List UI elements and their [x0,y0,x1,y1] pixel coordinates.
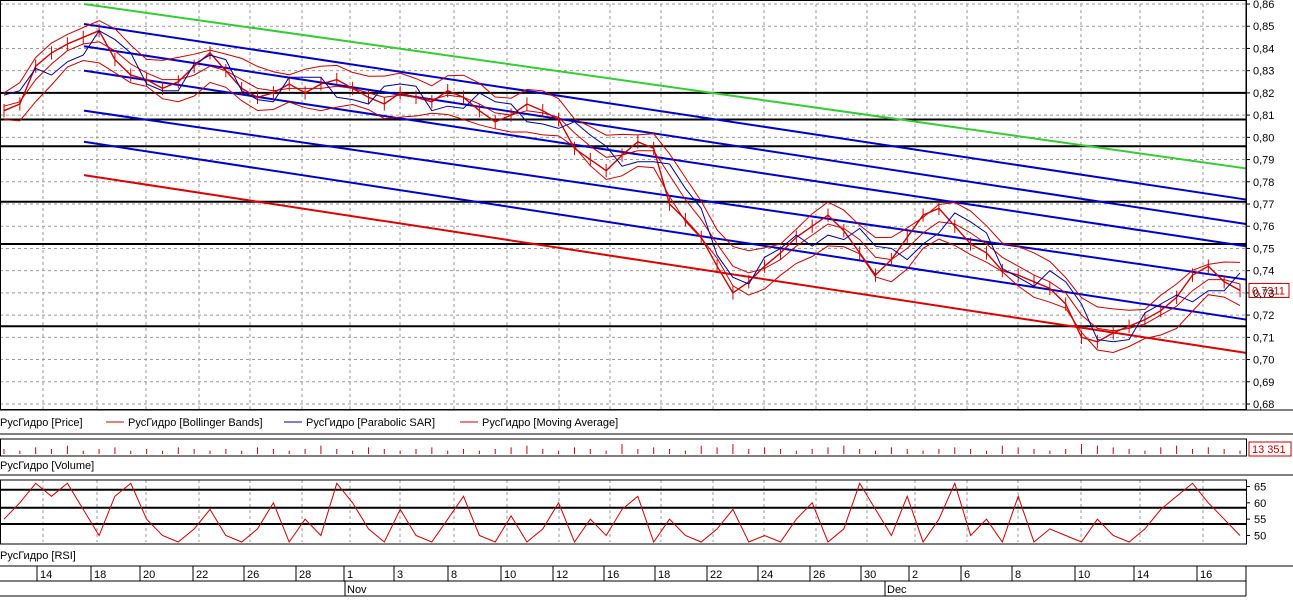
moving-average-line [3,41,1241,332]
volume-legend: РусГидро [Volume] [0,460,94,472]
time-axis-day-label: 16 [1200,569,1212,581]
price-y-tick-label: 0,81 [1253,110,1274,122]
time-axis-day-label: 8 [451,569,457,581]
time-axis-day-label: 16 [607,569,619,581]
price-y-tick-label: 0,68 [1253,399,1274,411]
trendline-layer [0,3,1247,526]
time-axis-day-label: 2 [912,569,918,581]
volume-value-label: 13 351 [1252,444,1286,456]
trend-line-upper-trend [83,3,1247,170]
rsi-legend: РусГидро [RSI] [0,550,76,562]
time-axis-day-label: 14 [40,569,52,581]
time-axis-day-label: 30 [864,569,876,581]
price-y-tick-label: 0,80 [1253,132,1274,144]
trend-line-channel [83,109,1247,281]
price-y-tick-label: 0,74 [1253,266,1274,278]
time-axis-day-label: 26 [247,569,259,581]
legend-item: РусГидро [Parabolic SAR] [306,417,435,429]
price-y-tick-label: 0,79 [1253,155,1274,167]
current-price-tag [1248,282,1290,298]
time-axis-day-label: 18 [658,569,670,581]
time-axis-day-label: 1 [347,569,353,581]
rsi-y-tick-label: 65 [1254,482,1266,494]
time-axis-day-label: 22 [710,569,722,581]
time-axis-day-label: 24 [761,569,773,581]
time-axis-day-label: 22 [196,569,208,581]
time-axis-day-label: 3 [397,569,403,581]
time-axis-day-label: 28 [299,569,311,581]
time-axis-day-label: 14 [1137,569,1149,581]
rsi-panel-frame [0,479,1247,545]
volume-panel-frame [0,438,1247,457]
time-axis-day-label: 6 [964,569,970,581]
trend-line-channel [83,45,1247,225]
price-y-tick-label: 0,76 [1253,221,1274,233]
time-axis-day-label: 12 [556,569,568,581]
time-axis-day-label: 10 [504,569,516,581]
price-y-tick-label: 0,82 [1253,88,1274,100]
price-y-tick-label: 0,73 [1253,288,1274,300]
time-axis-day-label: 20 [143,569,155,581]
price-y-tick-label: 0,70 [1253,355,1274,367]
price-y-tick-label: 0,72 [1253,310,1274,322]
current-price-label: 0,7311 [1252,285,1285,297]
legend-item: РусГидро [Price] [0,417,83,429]
price-y-tick-label: 0,71 [1253,332,1274,344]
series-layer [3,20,1241,544]
volume-value-tag [1248,441,1292,457]
time-axis-month-label: Nov [347,584,367,596]
trend-line-channel [83,69,1247,248]
price-y-tick-label: 0,84 [1253,43,1274,55]
legend-item: РусГидро [Moving Average] [482,417,618,429]
price-y-tick-label: 0,78 [1253,177,1274,189]
time-axis-day-label: 8 [1015,569,1021,581]
price-y-tick-label: 0,86 [1253,0,1274,11]
trend-line-channel [83,23,1247,201]
rsi-y-tick-label: 60 [1254,498,1266,510]
rsi-y-tick-label: 50 [1254,530,1266,542]
price-y-tick-label: 0,83 [1253,66,1274,78]
price-y-tick-label: 0,85 [1253,21,1274,33]
time-axis-day-label: 10 [1078,569,1090,581]
legend-item: РусГидро [Bollinger Bands] [128,417,263,429]
price-y-tick-label: 0,77 [1253,199,1274,211]
price-y-tick-label: 0,75 [1253,243,1274,255]
time-axis-day-label: 26 [813,569,825,581]
time-axis-day-label: 18 [94,569,106,581]
bollinger-band-lower [3,59,1241,354]
bollinger-band-upper [3,20,1241,311]
trend-line-lower-trend [83,174,1247,354]
time-axis-month-label: Dec [887,584,907,596]
price-y-tick-label: 0,69 [1253,377,1274,389]
rsi-y-tick-label: 55 [1254,514,1266,526]
parabolic-sar-line [3,30,1241,343]
rsi-line [3,481,1241,544]
